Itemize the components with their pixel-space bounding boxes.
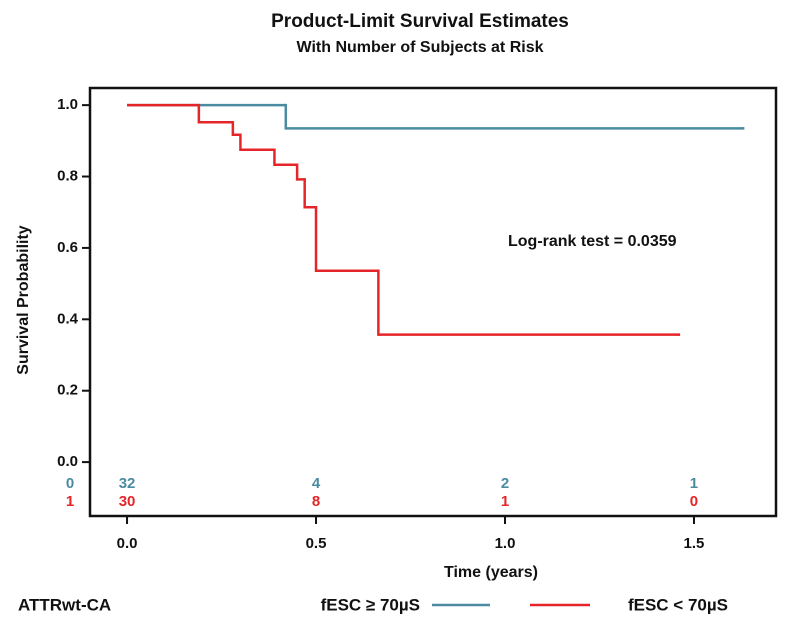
risk-count: 30 bbox=[119, 493, 136, 510]
y-tick-label: 0.2 bbox=[57, 382, 78, 399]
risk-count: 4 bbox=[312, 475, 321, 492]
plot-frame bbox=[88, 86, 778, 518]
x-tick-label: 1.5 bbox=[684, 535, 705, 552]
y-tick-label: 1.0 bbox=[57, 96, 78, 113]
risk-group-label: 1 bbox=[66, 493, 74, 510]
y-axis-label: Survival Probability bbox=[15, 225, 32, 374]
risk-count: 8 bbox=[312, 493, 320, 510]
x-tick-label: 0.5 bbox=[306, 535, 327, 552]
chart-title: Product-Limit Survival Estimates bbox=[271, 11, 569, 32]
y-tick-label: 0.6 bbox=[57, 239, 78, 256]
y-tick-label: 0.4 bbox=[57, 310, 79, 327]
x-tick-label: 0.0 bbox=[117, 535, 138, 552]
y-tick-label: 0.0 bbox=[57, 453, 78, 470]
risk-count: 32 bbox=[119, 475, 136, 492]
x-tick-label: 1.0 bbox=[495, 535, 516, 552]
legend-label: fESC < 70µS bbox=[628, 595, 728, 614]
risk-count: 2 bbox=[501, 475, 509, 492]
risk-count: 1 bbox=[690, 475, 698, 492]
legend-title: ATTRwt-CA bbox=[18, 595, 111, 614]
x-axis-label: Time (years) bbox=[444, 564, 538, 581]
chart-subtitle: With Number of Subjects at Risk bbox=[297, 39, 544, 56]
risk-group-label: 0 bbox=[66, 475, 74, 492]
risk-count: 1 bbox=[501, 493, 509, 510]
risk-count: 0 bbox=[690, 493, 698, 510]
y-tick-label: 0.8 bbox=[57, 167, 78, 184]
legend-label: fESC ≥ 70µS bbox=[321, 595, 420, 614]
annotation: Log-rank test = 0.0359 bbox=[508, 233, 677, 250]
